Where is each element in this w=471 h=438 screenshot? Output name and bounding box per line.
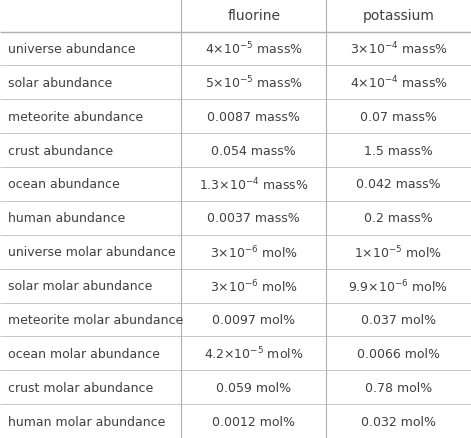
Text: universe molar abundance: universe molar abundance (8, 246, 176, 258)
Text: solar molar abundance: solar molar abundance (8, 279, 153, 293)
Text: 0.78 mol%: 0.78 mol% (365, 381, 432, 394)
Text: 0.0087 mass%: 0.0087 mass% (207, 110, 300, 124)
Text: ocean molar abundance: ocean molar abundance (8, 347, 160, 360)
Text: meteorite abundance: meteorite abundance (8, 110, 144, 124)
Text: $1{\times}10^{-5}$ mol%: $1{\times}10^{-5}$ mol% (354, 244, 443, 261)
Text: 0.037 mol%: 0.037 mol% (361, 313, 436, 326)
Text: $3{\times}10^{-4}$ mass%: $3{\times}10^{-4}$ mass% (349, 41, 447, 58)
Text: 0.0012 mol%: 0.0012 mol% (212, 415, 295, 427)
Text: 0.2 mass%: 0.2 mass% (364, 212, 433, 225)
Text: $3{\times}10^{-6}$ mol%: $3{\times}10^{-6}$ mol% (210, 244, 298, 261)
Text: $5{\times}10^{-5}$ mass%: $5{\times}10^{-5}$ mass% (205, 75, 302, 92)
Text: 0.0066 mol%: 0.0066 mol% (357, 347, 440, 360)
Text: 0.059 mol%: 0.059 mol% (216, 381, 291, 394)
Text: $1.3{\times}10^{-4}$ mass%: $1.3{\times}10^{-4}$ mass% (199, 176, 309, 193)
Text: $4.2{\times}10^{-5}$ mol%: $4.2{\times}10^{-5}$ mol% (204, 345, 303, 362)
Text: ocean abundance: ocean abundance (8, 178, 120, 191)
Text: $3{\times}10^{-6}$ mol%: $3{\times}10^{-6}$ mol% (210, 278, 298, 294)
Text: 0.054 mass%: 0.054 mass% (211, 144, 296, 157)
Text: 0.0097 mol%: 0.0097 mol% (212, 313, 295, 326)
Text: crust abundance: crust abundance (8, 144, 114, 157)
Text: $4{\times}10^{-5}$ mass%: $4{\times}10^{-5}$ mass% (205, 41, 302, 58)
Text: $9.9{\times}10^{-6}$ mol%: $9.9{\times}10^{-6}$ mol% (349, 278, 448, 294)
Text: universe abundance: universe abundance (8, 43, 136, 56)
Text: crust molar abundance: crust molar abundance (8, 381, 154, 394)
Text: 0.042 mass%: 0.042 mass% (356, 178, 441, 191)
Text: $4{\times}10^{-4}$ mass%: $4{\times}10^{-4}$ mass% (349, 75, 447, 92)
Text: human abundance: human abundance (8, 212, 126, 225)
Text: potassium: potassium (363, 9, 434, 23)
Text: fluorine: fluorine (227, 9, 280, 23)
Text: 0.07 mass%: 0.07 mass% (360, 110, 437, 124)
Text: 1.5 mass%: 1.5 mass% (364, 144, 433, 157)
Text: solar abundance: solar abundance (8, 77, 113, 90)
Text: meteorite molar abundance: meteorite molar abundance (8, 313, 184, 326)
Text: 0.032 mol%: 0.032 mol% (361, 415, 436, 427)
Text: 0.0037 mass%: 0.0037 mass% (207, 212, 300, 225)
Text: human molar abundance: human molar abundance (8, 415, 166, 427)
